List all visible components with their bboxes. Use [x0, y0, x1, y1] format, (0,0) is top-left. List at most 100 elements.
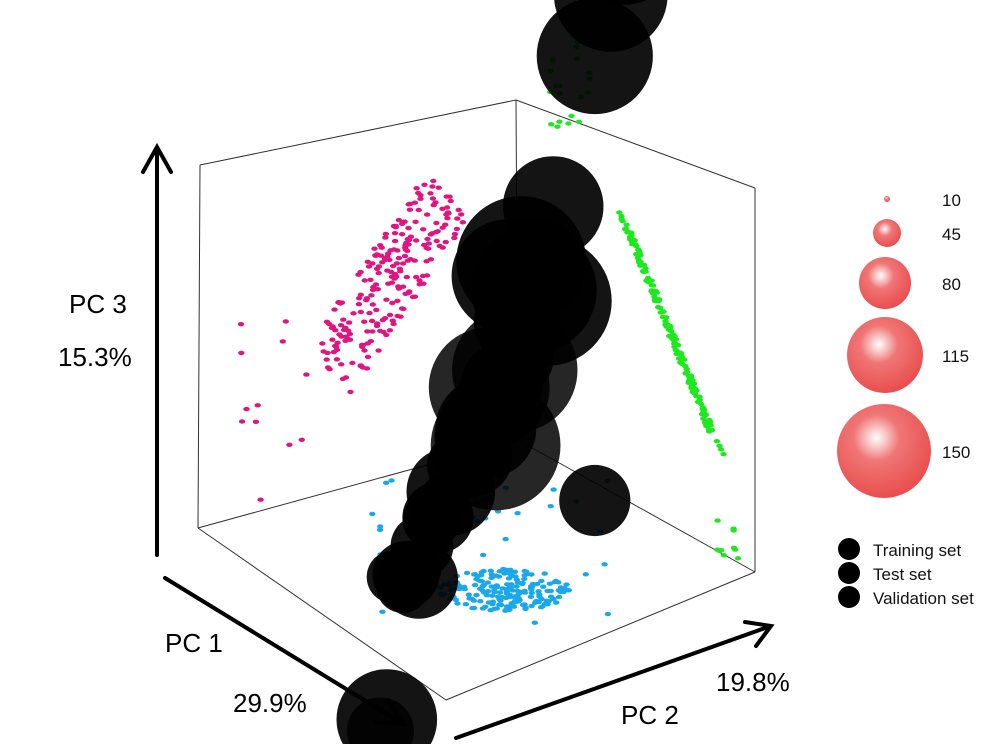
projection-point — [650, 283, 657, 288]
projection-point — [540, 584, 547, 589]
projection-point — [381, 257, 389, 263]
projection-point — [383, 480, 390, 485]
projection-point — [406, 237, 413, 243]
projection-point — [319, 341, 326, 346]
projection-point — [340, 327, 348, 333]
projection-point — [390, 321, 397, 327]
projection-point — [364, 354, 372, 360]
projection-point — [340, 317, 347, 322]
projection-point — [528, 603, 535, 609]
projection-point — [538, 578, 545, 584]
projection-point — [541, 601, 549, 607]
projection-point — [512, 574, 519, 579]
projection-point — [320, 349, 327, 354]
projection-point — [243, 406, 250, 412]
projection-point — [510, 604, 518, 609]
projection-point — [345, 320, 353, 325]
pc2-axis-arrow — [454, 625, 770, 740]
projection-point — [413, 186, 420, 191]
projection-point — [443, 205, 451, 210]
projection-point — [706, 420, 713, 425]
projection-point — [568, 113, 575, 119]
projection-point — [493, 583, 500, 588]
projection-point — [495, 574, 503, 579]
projection-point — [407, 257, 414, 262]
projection-point — [633, 244, 640, 249]
projection-point — [714, 547, 721, 552]
projection-point — [238, 350, 245, 356]
projection-point — [473, 592, 480, 598]
projection-point — [357, 309, 364, 315]
pc3-label: PC 3 — [69, 289, 127, 319]
projection-point — [518, 581, 526, 587]
projection-point — [254, 403, 261, 408]
projection-point — [489, 593, 496, 598]
projection-point — [659, 314, 667, 320]
projection-point — [396, 266, 404, 271]
projection-point — [514, 511, 521, 516]
projection-point — [505, 576, 513, 581]
pc1-variance: 29.9% — [233, 688, 307, 718]
projection-point — [357, 363, 364, 369]
projection-point — [503, 604, 511, 609]
projection-point — [404, 248, 411, 253]
projection-point — [515, 595, 522, 601]
size-legend-bubble — [859, 257, 911, 309]
projection-point — [698, 411, 706, 417]
projection-point — [355, 302, 363, 307]
projection-point — [377, 253, 385, 258]
box-edge — [197, 527, 447, 701]
projection-point — [527, 585, 535, 591]
projection-point — [636, 252, 643, 257]
projection-point — [705, 427, 712, 432]
projection-point — [373, 307, 380, 313]
projection-point — [391, 238, 399, 244]
projection-point — [523, 569, 530, 574]
projection-point — [582, 572, 589, 577]
projection-point — [527, 594, 535, 599]
projection-point — [732, 547, 739, 552]
projection-point — [503, 591, 511, 596]
projection-point — [480, 583, 487, 588]
projection-point — [502, 607, 510, 612]
projection-point — [477, 573, 485, 578]
projection-point — [651, 298, 659, 304]
projection-point — [395, 217, 403, 223]
projection-point — [442, 222, 449, 227]
projection-point — [700, 406, 707, 411]
projection-point — [389, 318, 396, 323]
projection-point — [423, 245, 430, 251]
projection-point — [717, 447, 725, 452]
projection-point — [453, 226, 461, 232]
projection-point — [496, 590, 504, 595]
projection-point — [369, 329, 376, 334]
legend-label-validation: Validation set — [873, 589, 974, 608]
projection-point — [419, 273, 427, 279]
projection-point — [331, 307, 338, 312]
projection-point — [488, 575, 495, 581]
projection-point — [330, 349, 337, 355]
projection-point — [687, 374, 695, 379]
projection-point — [550, 596, 557, 602]
projection-point — [411, 294, 419, 299]
projection-point — [420, 227, 427, 232]
projection-point — [672, 337, 680, 342]
projection-point — [430, 178, 437, 184]
projection-point — [508, 601, 515, 606]
projection-point — [335, 299, 342, 305]
projection-point — [674, 343, 682, 348]
projection-point — [491, 589, 498, 595]
projection-point — [552, 578, 560, 584]
projection-point — [655, 304, 662, 310]
projection-point — [427, 191, 434, 196]
projection-point — [429, 196, 437, 201]
projection-point — [377, 524, 384, 529]
projection-point — [463, 570, 471, 576]
projection-point — [517, 589, 524, 595]
projection-point — [328, 325, 336, 331]
projection-point — [375, 270, 382, 276]
projection-point — [423, 212, 431, 217]
projection-point — [406, 289, 413, 294]
projection-point — [485, 600, 493, 605]
projection-point — [391, 276, 398, 281]
